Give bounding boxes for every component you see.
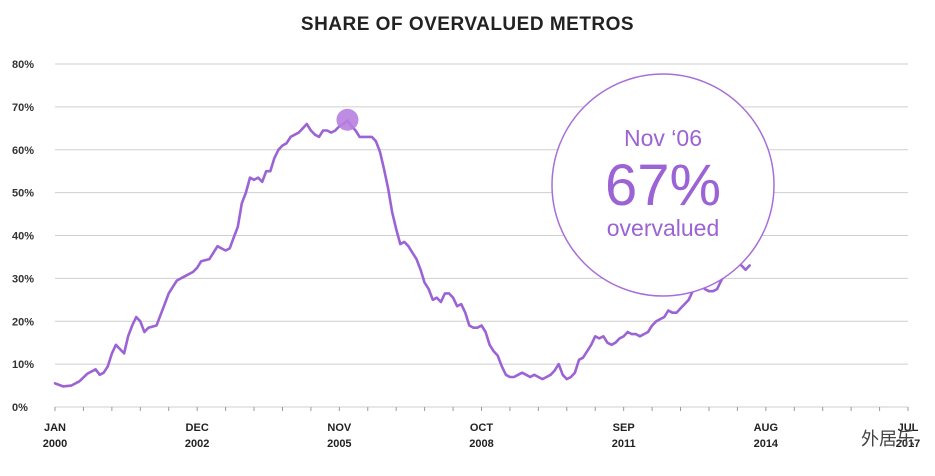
y-axis-ticks: 0% 10% 20% 30% 40% 50% 60% 70% 80% — [12, 59, 34, 414]
callout-date: Nov ‘06 — [624, 125, 702, 151]
callout-value: 67% — [605, 153, 721, 218]
peak-marker — [336, 108, 359, 131]
x-tick-label-month: OCT — [470, 422, 494, 434]
y-tick-label: 40% — [12, 231, 34, 243]
x-tick-label-year: 2000 — [43, 438, 67, 450]
x-tick-label-month: SEP — [613, 422, 635, 434]
gridlines — [54, 63, 909, 411]
y-tick-label: 60% — [12, 145, 34, 157]
x-tick-label-year: 2011 — [612, 438, 636, 450]
series-layer — [53, 108, 751, 388]
callout-circle — [551, 73, 775, 297]
y-tick-label: 70% — [12, 102, 34, 114]
callout-caption: overvalued — [607, 215, 720, 241]
x-tick-label-month: NOV — [327, 422, 352, 434]
x-axis-ticks: JAN 2000 DEC 2002 NOV 2005 OCT 2008 SEP 2011 AUG 20… — [43, 422, 920, 450]
y-tick-label: 30% — [12, 273, 34, 285]
x-tick-label-year: 2017 — [896, 438, 920, 450]
y-tick-label: 10% — [12, 359, 34, 371]
y-tick-label: 50% — [12, 188, 34, 200]
x-tick-label-year: 2005 — [327, 438, 351, 450]
y-tick-label: 80% — [12, 59, 34, 71]
y-tick-label: 0% — [12, 402, 28, 414]
series-line — [53, 119, 751, 388]
x-tick-label-month: AUG — [754, 422, 778, 434]
x-tick-label-year: 2014 — [754, 438, 779, 450]
chart-title: SHARE OF OVERVALUED METROS — [300, 14, 635, 35]
callout-bubble: Nov ‘06 67% overvalued — [551, 73, 775, 297]
x-tick-label-year: 2002 — [185, 438, 209, 450]
x-tick-label-year: 2008 — [469, 438, 493, 450]
x-tick-label-month: DEC — [186, 422, 209, 434]
x-tick-label-month: JAN — [44, 422, 66, 434]
x-tick-label-month: JUL — [898, 422, 919, 434]
watermark-text: 外居乐 — [861, 429, 915, 450]
y-tick-label: 20% — [12, 316, 34, 328]
